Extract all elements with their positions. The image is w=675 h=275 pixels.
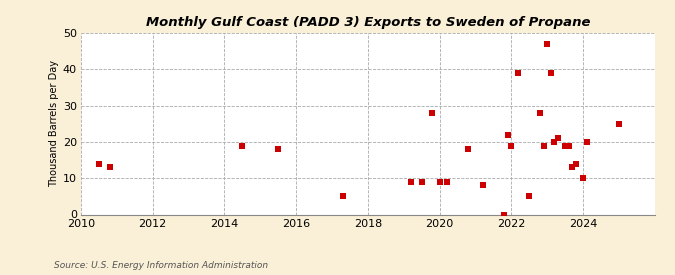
Point <box>538 143 549 148</box>
Point <box>524 194 535 199</box>
Title: Monthly Gulf Coast (PADD 3) Exports to Sweden of Propane: Monthly Gulf Coast (PADD 3) Exports to S… <box>146 16 590 29</box>
Point <box>513 71 524 75</box>
Point <box>94 161 105 166</box>
Point <box>502 133 513 137</box>
Point <box>542 42 553 46</box>
Point <box>506 143 517 148</box>
Point <box>567 165 578 169</box>
Y-axis label: Thousand Barrels per Day: Thousand Barrels per Day <box>49 60 59 187</box>
Point <box>237 143 248 148</box>
Point <box>549 140 560 144</box>
Point <box>553 136 564 141</box>
Point <box>441 180 452 184</box>
Point <box>273 147 284 151</box>
Point <box>570 161 581 166</box>
Point <box>427 111 438 115</box>
Point <box>563 143 574 148</box>
Point <box>560 143 570 148</box>
Point <box>535 111 545 115</box>
Point <box>477 183 488 188</box>
Point <box>416 180 427 184</box>
Point <box>499 212 510 217</box>
Point <box>434 180 445 184</box>
Point <box>545 71 556 75</box>
Point <box>338 194 348 199</box>
Point <box>614 122 624 126</box>
Point <box>463 147 474 151</box>
Point <box>578 176 589 180</box>
Point <box>104 165 115 169</box>
Text: Source: U.S. Energy Information Administration: Source: U.S. Energy Information Administ… <box>54 260 268 270</box>
Point <box>406 180 416 184</box>
Point <box>581 140 592 144</box>
